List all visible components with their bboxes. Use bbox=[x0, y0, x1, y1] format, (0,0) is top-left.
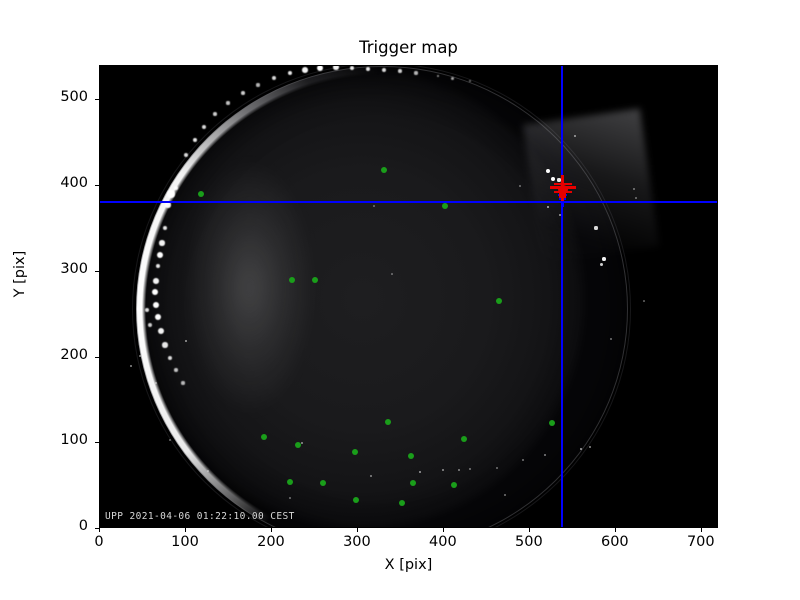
y-tick-label: 200 bbox=[60, 346, 88, 363]
dome-rim bbox=[136, 65, 629, 528]
x-tick bbox=[184, 528, 186, 532]
y-tick bbox=[95, 270, 99, 272]
y-tick bbox=[95, 442, 99, 444]
x-axis-label: X [pix] bbox=[384, 557, 433, 573]
x-tick bbox=[442, 528, 444, 532]
page-title: Trigger map bbox=[359, 38, 458, 57]
x-tick bbox=[614, 528, 616, 532]
trigger-dot[interactable] bbox=[384, 418, 391, 425]
selected-trigger-marker bbox=[550, 175, 577, 202]
y-axis-label: Y [pix] bbox=[12, 250, 28, 298]
y-tick-label: 500 bbox=[60, 89, 88, 106]
trigger-dot[interactable] bbox=[381, 166, 388, 173]
x-tick bbox=[99, 528, 100, 532]
trigger-dot[interactable] bbox=[261, 434, 268, 441]
trigger-dot[interactable] bbox=[549, 419, 556, 426]
trigger-dot[interactable] bbox=[460, 435, 467, 442]
x-tick bbox=[528, 528, 530, 532]
trigger-dot[interactable] bbox=[353, 496, 360, 503]
y-tick bbox=[95, 185, 99, 187]
x-tick bbox=[270, 528, 272, 532]
haze-wedge bbox=[523, 108, 659, 263]
y-tick bbox=[95, 356, 99, 358]
y-tick-label: 0 bbox=[78, 518, 88, 534]
trigger-dot[interactable] bbox=[408, 452, 415, 459]
trigger-dot[interactable] bbox=[319, 479, 326, 486]
sky-image-axes[interactable]: UPP 2021-04-06 01:22:10.00 CEST bbox=[99, 65, 718, 528]
y-tick-label: 100 bbox=[60, 432, 88, 449]
y-tick bbox=[95, 99, 99, 101]
x-tick-label: 100 bbox=[171, 534, 199, 550]
trigger-dot[interactable] bbox=[399, 500, 406, 507]
trigger-dot[interactable] bbox=[352, 448, 359, 455]
x-tick-label: 200 bbox=[257, 534, 285, 550]
trigger-dot[interactable] bbox=[288, 277, 295, 284]
ground-haze bbox=[160, 463, 582, 528]
x-tick-label: 700 bbox=[686, 534, 715, 550]
sky-image bbox=[99, 65, 718, 528]
trigger-dot[interactable] bbox=[311, 277, 318, 284]
trigger-dot[interactable] bbox=[409, 480, 416, 487]
y-tick bbox=[95, 528, 99, 529]
trigger-dot[interactable] bbox=[286, 478, 293, 485]
camera-timestamp: UPP 2021-04-06 01:22:10.00 CEST bbox=[105, 511, 295, 522]
x-tick bbox=[356, 528, 358, 532]
x-tick-label: 500 bbox=[515, 534, 543, 550]
trigger-dot[interactable] bbox=[442, 202, 449, 209]
trigger-dot[interactable] bbox=[495, 297, 502, 304]
x-tick-label: 400 bbox=[429, 534, 457, 550]
y-tick-label: 300 bbox=[60, 260, 88, 277]
x-tick bbox=[700, 528, 702, 532]
x-tick-label: 0 bbox=[94, 534, 104, 550]
trigger-dot[interactable] bbox=[198, 190, 205, 197]
trigger-dot[interactable] bbox=[451, 482, 458, 489]
trigger-dot[interactable] bbox=[295, 441, 302, 448]
crosshair-vertical-line bbox=[560, 65, 563, 528]
crosshair-horizontal-line bbox=[99, 201, 718, 204]
x-tick-label: 300 bbox=[343, 534, 371, 550]
y-tick-label: 400 bbox=[60, 175, 88, 192]
x-tick-label: 600 bbox=[600, 534, 629, 550]
